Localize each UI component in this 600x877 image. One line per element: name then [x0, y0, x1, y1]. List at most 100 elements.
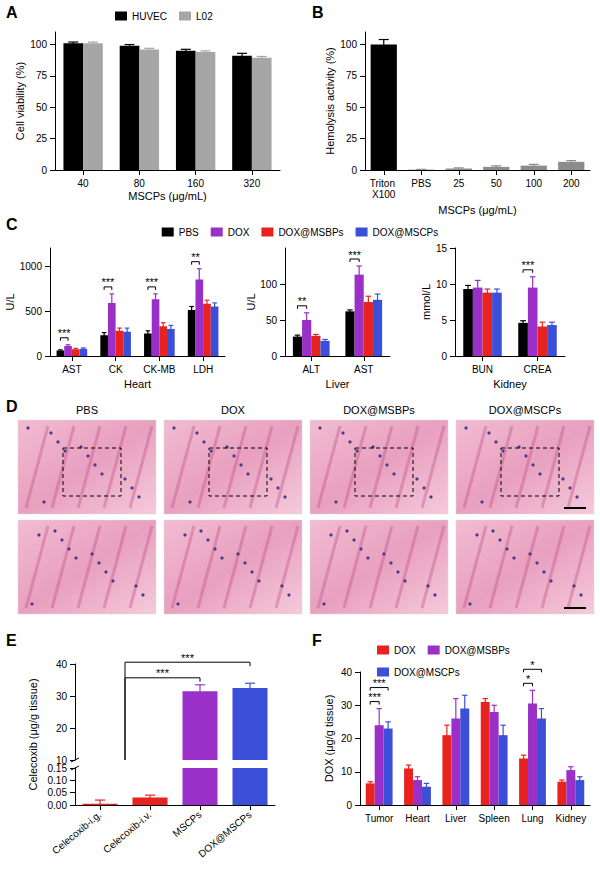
svg-text:0.00: 0.00: [48, 800, 68, 811]
svg-text:0: 0: [41, 165, 47, 176]
svg-text:20: 20: [341, 733, 353, 744]
svg-text:Liver: Liver: [326, 378, 350, 390]
svg-text:0: 0: [36, 351, 42, 362]
svg-text:L02: L02: [196, 11, 213, 22]
svg-text:0: 0: [351, 165, 357, 176]
svg-text:0.15: 0.15: [48, 763, 68, 774]
svg-text:100: 100: [340, 39, 357, 50]
svg-text:Lung: Lung: [521, 813, 543, 824]
svg-text:25: 25: [453, 178, 465, 189]
svg-text:DOX@MSBPs: DOX@MSBPs: [343, 404, 415, 416]
svg-text:***: ***: [145, 276, 159, 288]
svg-text:AST: AST: [62, 364, 81, 375]
svg-text:0.10: 0.10: [48, 775, 68, 786]
svg-text:80: 80: [134, 178, 146, 189]
svg-text:50: 50: [266, 315, 278, 326]
svg-text:50: 50: [346, 102, 358, 113]
svg-text:AST: AST: [354, 364, 373, 375]
svg-text:A: A: [6, 4, 18, 21]
svg-text:***: ***: [102, 276, 116, 288]
svg-text:***: ***: [348, 249, 362, 261]
svg-text:Hemolysis activity (%): Hemolysis activity (%): [324, 47, 336, 155]
svg-text:PBS: PBS: [76, 404, 98, 416]
svg-text:CREA: CREA: [524, 364, 552, 375]
svg-text:***: ***: [521, 259, 535, 271]
svg-text:160: 160: [187, 178, 204, 189]
svg-text:100: 100: [260, 279, 277, 290]
svg-text:40: 40: [341, 667, 353, 678]
svg-text:MSCPs: MSCPs: [170, 809, 203, 839]
svg-text:50: 50: [491, 178, 503, 189]
svg-text:5: 5: [441, 315, 447, 326]
svg-text:PBS: PBS: [179, 227, 199, 238]
svg-text:**: **: [298, 295, 307, 307]
svg-text:DOX: DOX: [394, 645, 416, 656]
svg-text:500: 500: [25, 306, 42, 317]
svg-text:DOX@MSBPs: DOX@MSBPs: [278, 227, 343, 238]
svg-text:U/L: U/L: [4, 293, 16, 310]
svg-text:Cell viability (%): Cell viability (%): [14, 62, 26, 140]
svg-text:Celecoxib-i.g.: Celecoxib-i.g.: [50, 809, 103, 856]
svg-text:BUN: BUN: [472, 364, 493, 375]
svg-text:***: ***: [181, 652, 195, 664]
svg-text:Kidney: Kidney: [556, 813, 587, 824]
svg-text:DOX@MSCPs: DOX@MSCPs: [394, 667, 460, 678]
svg-text:Celecoxib-i.v.: Celecoxib-i.v.: [101, 809, 153, 856]
svg-text:75: 75: [36, 70, 48, 81]
svg-text:MSCPs (μg/mL): MSCPs (μg/mL): [438, 204, 516, 216]
svg-text:40: 40: [78, 178, 90, 189]
svg-text:10: 10: [341, 766, 353, 777]
svg-text:DOX: DOX: [221, 404, 246, 416]
svg-text:0: 0: [271, 351, 277, 362]
svg-text:75: 75: [346, 70, 358, 81]
svg-text:0: 0: [441, 351, 447, 362]
svg-text:***: ***: [373, 677, 387, 689]
svg-text:1000: 1000: [20, 261, 43, 272]
svg-text:E: E: [6, 632, 17, 649]
svg-text:Heart: Heart: [124, 378, 151, 390]
svg-text:DOX@MSCPs: DOX@MSCPs: [489, 404, 562, 416]
svg-text:Kidney: Kidney: [493, 378, 527, 390]
svg-text:30: 30: [56, 691, 68, 702]
svg-text:CK-MB: CK-MB: [143, 364, 176, 375]
svg-text:MSCPs (μg/mL): MSCPs (μg/mL): [128, 190, 206, 202]
svg-text:15: 15: [436, 243, 448, 254]
svg-text:100: 100: [525, 178, 542, 189]
svg-text:200: 200: [563, 178, 580, 189]
svg-text:DOX: DOX: [228, 227, 250, 238]
svg-text:25: 25: [36, 133, 48, 144]
svg-text:***: ***: [156, 667, 170, 679]
svg-text:D: D: [6, 398, 18, 415]
svg-text:30: 30: [341, 700, 353, 711]
svg-text:B: B: [312, 4, 324, 21]
svg-text:50: 50: [36, 102, 48, 113]
svg-text:PBS: PBS: [411, 178, 431, 189]
svg-text:mmol/L: mmol/L: [420, 284, 432, 320]
svg-text:DOX@MSBPs: DOX@MSBPs: [445, 645, 510, 656]
svg-text:0.05: 0.05: [48, 787, 68, 798]
svg-text:Heart: Heart: [405, 813, 430, 824]
svg-text:10: 10: [436, 279, 448, 290]
svg-text:20: 20: [56, 723, 68, 734]
svg-text:Tumor: Tumor: [365, 813, 394, 824]
svg-text:Celecoxib (μg/g tissue): Celecoxib (μg/g tissue): [27, 678, 39, 790]
svg-text:40: 40: [56, 659, 68, 670]
svg-text:F: F: [312, 632, 322, 649]
svg-text:Triton: Triton: [370, 178, 398, 189]
svg-text:C: C: [6, 216, 18, 233]
svg-text:HUVEC: HUVEC: [132, 11, 167, 22]
svg-text:LDH: LDH: [193, 364, 213, 375]
svg-text:***: ***: [368, 691, 382, 703]
svg-text:ALT: ALT: [302, 364, 320, 375]
svg-text:100: 100: [30, 39, 47, 50]
svg-text:25: 25: [346, 133, 358, 144]
svg-text:Spleen: Spleen: [479, 813, 510, 824]
svg-text:***: ***: [58, 327, 72, 339]
svg-text:X100: X100: [372, 189, 396, 200]
svg-text:DOX@MSCPs: DOX@MSCPs: [196, 809, 253, 860]
svg-text:320: 320: [244, 178, 261, 189]
svg-text:Liver: Liver: [445, 813, 467, 824]
svg-text:0: 0: [346, 800, 352, 811]
svg-text:*: *: [530, 659, 535, 671]
svg-text:CK: CK: [109, 364, 123, 375]
